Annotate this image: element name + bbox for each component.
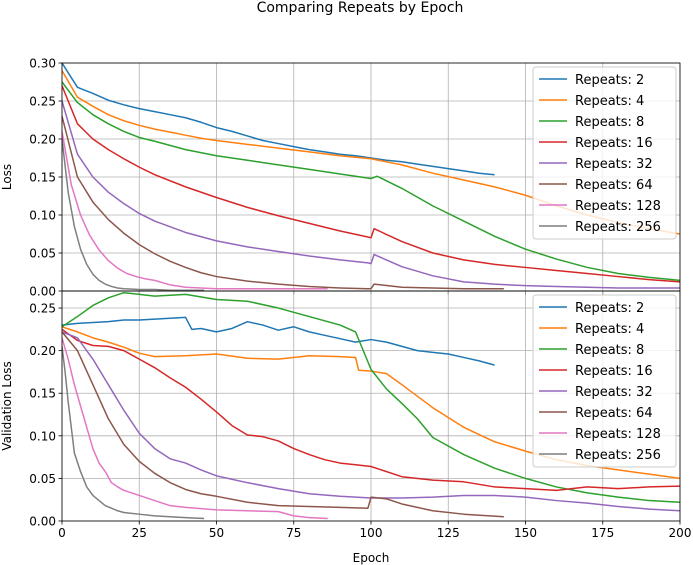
legend-label: Repeats: 32 [575, 157, 653, 172]
y-tick-label: 0.05 [29, 472, 56, 486]
x-tick-label: 150 [514, 526, 537, 540]
y-tick-label: 0.05 [29, 247, 56, 261]
legend-label: Repeats: 128 [575, 427, 661, 442]
series-line [62, 331, 680, 512]
legend-box [532, 294, 677, 468]
y-axis-label: Loss [0, 164, 14, 190]
series-line [62, 346, 205, 520]
legend-label: Repeats: 2 [575, 73, 644, 88]
y-tick-label: 0.00 [29, 285, 56, 299]
legend-label: Repeats: 64 [575, 178, 653, 193]
y-tick-label: 0.15 [29, 171, 56, 185]
legend-label: Repeats: 64 [575, 406, 653, 421]
legend-label: Repeats: 32 [575, 385, 653, 400]
series-line [62, 131, 328, 290]
legend-label: Repeats: 8 [575, 115, 644, 130]
y-tick-label: 0.20 [29, 133, 56, 147]
y-tick-label: 0.25 [29, 302, 56, 316]
series-line [62, 316, 495, 366]
legend-label: Repeats: 256 [575, 220, 661, 235]
series-line [62, 328, 680, 492]
ticks: 0.00 0.05 0.10 0.15 0.20 0.25 0.30 [29, 57, 681, 299]
series-line [62, 85, 680, 283]
legend: Repeats: 2 Repeats: 4 Repeats: 8 Repeats: 1… [532, 66, 677, 240]
y-tick-label: 0.30 [29, 57, 56, 71]
x-tick-label: 50 [209, 526, 224, 540]
loss-panel: 0.00 0.05 0.10 0.15 0.20 0.25 0.30 Loss Repeats:… [0, 57, 681, 299]
ticks: 0 25 50 75 100 125 150 175 200 0.00 0.05 0.10 0.15 0.… [29, 302, 691, 540]
x-axis-label: Epoch [353, 551, 390, 565]
series-line [62, 100, 680, 289]
y-tick-label: 0.25 [29, 95, 56, 109]
series-line [62, 116, 504, 290]
x-tick-label: 175 [591, 526, 614, 540]
legend-box [532, 66, 677, 240]
legend-label: Repeats: 4 [575, 94, 644, 109]
series-line [62, 337, 328, 520]
series-line [62, 291, 680, 504]
y-tick-label: 0.15 [29, 387, 56, 401]
x-tick-label: 0 [58, 526, 66, 540]
x-tick-label: 75 [286, 526, 301, 540]
x-tick-label: 125 [437, 526, 460, 540]
legend-label: Repeats: 4 [575, 322, 644, 337]
x-tick-label: 100 [360, 526, 383, 540]
legend-label: Repeats: 256 [575, 448, 661, 463]
y-tick-label: 0.10 [29, 429, 56, 443]
series-line [62, 331, 504, 518]
legend-label: Repeats: 16 [575, 136, 653, 151]
chart-title: Comparing Repeats by Epoch [257, 0, 464, 16]
legend-label: Repeats: 8 [575, 343, 644, 358]
x-tick-label: 200 [669, 526, 692, 540]
legend-label: Repeats: 16 [575, 364, 653, 379]
legend-label: Repeats: 2 [575, 301, 644, 316]
series-line [62, 81, 680, 282]
legend-label: Repeats: 128 [575, 199, 661, 214]
series-line [62, 63, 495, 176]
series-line [62, 138, 205, 291]
series-lines [62, 291, 680, 520]
y-tick-label: 0.00 [29, 515, 56, 529]
y-axis-label: Validation Loss [0, 361, 14, 450]
x-tick-label: 25 [132, 526, 147, 540]
series-lines [62, 63, 680, 291]
y-tick-label: 0.10 [29, 209, 56, 223]
legend: Repeats: 2 Repeats: 4 Repeats: 8 Repeats: 1… [532, 294, 677, 468]
y-tick-label: 0.20 [29, 344, 56, 358]
validation-loss-panel: 0 25 50 75 100 125 150 175 200 0.00 0.05 0.10 0.15 0.… [0, 290, 691, 565]
